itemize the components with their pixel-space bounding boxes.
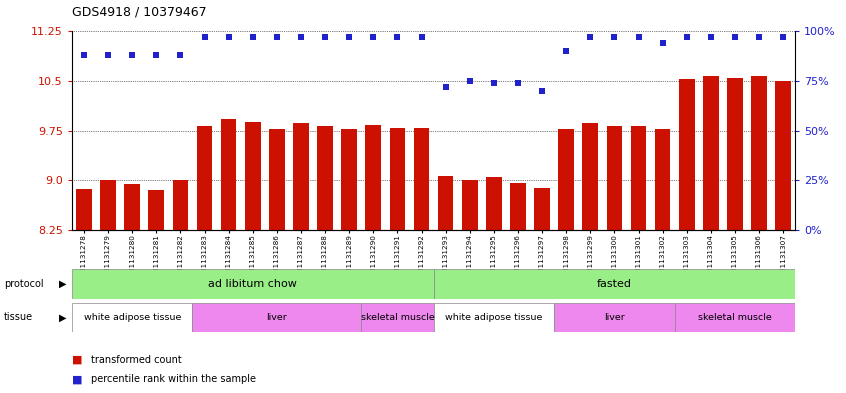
Bar bbox=[486, 177, 502, 230]
Bar bbox=[173, 180, 189, 230]
Text: ■: ■ bbox=[72, 354, 82, 365]
Point bbox=[728, 34, 742, 40]
Bar bbox=[389, 128, 405, 230]
Bar bbox=[269, 129, 285, 230]
Bar bbox=[678, 79, 695, 230]
Text: ▶: ▶ bbox=[58, 279, 66, 289]
Point bbox=[752, 34, 766, 40]
Text: ▶: ▶ bbox=[58, 312, 66, 322]
Bar bbox=[437, 176, 453, 230]
Bar bbox=[196, 126, 212, 230]
Bar bbox=[751, 76, 767, 230]
Bar bbox=[361, 303, 433, 332]
Text: skeletal muscle: skeletal muscle bbox=[360, 313, 434, 322]
Text: white adipose tissue: white adipose tissue bbox=[445, 313, 542, 322]
Bar bbox=[462, 180, 478, 230]
Bar bbox=[244, 122, 261, 230]
Bar bbox=[775, 81, 791, 230]
Point bbox=[439, 84, 453, 90]
Point bbox=[704, 34, 717, 40]
Bar bbox=[433, 303, 554, 332]
Bar bbox=[192, 303, 361, 332]
Bar bbox=[293, 123, 309, 230]
Bar bbox=[534, 188, 550, 230]
Point bbox=[270, 34, 283, 40]
Point bbox=[536, 88, 549, 94]
Point bbox=[246, 34, 260, 40]
Bar bbox=[582, 123, 598, 230]
Point bbox=[487, 80, 501, 86]
Point bbox=[102, 52, 115, 59]
Point bbox=[198, 34, 212, 40]
Text: transformed count: transformed count bbox=[91, 354, 181, 365]
Point bbox=[343, 34, 356, 40]
Bar bbox=[100, 180, 116, 230]
Point bbox=[173, 52, 187, 59]
Point bbox=[559, 48, 573, 55]
Text: GDS4918 / 10379467: GDS4918 / 10379467 bbox=[72, 6, 206, 19]
Bar bbox=[433, 269, 795, 299]
Text: liver: liver bbox=[604, 313, 625, 322]
Point bbox=[463, 78, 476, 84]
Bar bbox=[365, 125, 382, 230]
Point bbox=[607, 34, 621, 40]
Text: fasted: fasted bbox=[597, 279, 632, 289]
Bar bbox=[554, 303, 674, 332]
Point bbox=[222, 34, 235, 40]
Bar bbox=[630, 126, 646, 230]
Point bbox=[632, 34, 645, 40]
Bar bbox=[414, 128, 430, 230]
Point bbox=[511, 80, 525, 86]
Text: white adipose tissue: white adipose tissue bbox=[84, 313, 181, 322]
Text: liver: liver bbox=[266, 313, 288, 322]
Bar bbox=[674, 303, 795, 332]
Bar bbox=[341, 129, 357, 230]
Point bbox=[777, 34, 790, 40]
Bar bbox=[221, 119, 237, 230]
Bar bbox=[607, 126, 623, 230]
Bar bbox=[124, 184, 140, 230]
Bar bbox=[558, 129, 574, 230]
Bar bbox=[148, 189, 164, 230]
Text: ad libitum chow: ad libitum chow bbox=[208, 279, 297, 289]
Point bbox=[125, 52, 139, 59]
Text: tissue: tissue bbox=[4, 312, 33, 322]
Point bbox=[391, 34, 404, 40]
Point bbox=[415, 34, 428, 40]
Bar bbox=[76, 189, 92, 230]
Point bbox=[680, 34, 694, 40]
Bar bbox=[727, 78, 743, 230]
Point bbox=[656, 40, 669, 46]
Text: skeletal muscle: skeletal muscle bbox=[698, 313, 772, 322]
Point bbox=[294, 34, 308, 40]
Bar bbox=[510, 183, 526, 230]
Bar bbox=[72, 303, 192, 332]
Bar bbox=[317, 126, 333, 230]
Text: ■: ■ bbox=[72, 374, 82, 384]
Text: percentile rank within the sample: percentile rank within the sample bbox=[91, 374, 255, 384]
Point bbox=[77, 52, 91, 59]
Text: protocol: protocol bbox=[4, 279, 44, 289]
Point bbox=[150, 52, 163, 59]
Bar bbox=[703, 76, 719, 230]
Point bbox=[584, 34, 597, 40]
Bar bbox=[72, 269, 433, 299]
Point bbox=[366, 34, 380, 40]
Point bbox=[318, 34, 332, 40]
Bar bbox=[655, 129, 671, 230]
